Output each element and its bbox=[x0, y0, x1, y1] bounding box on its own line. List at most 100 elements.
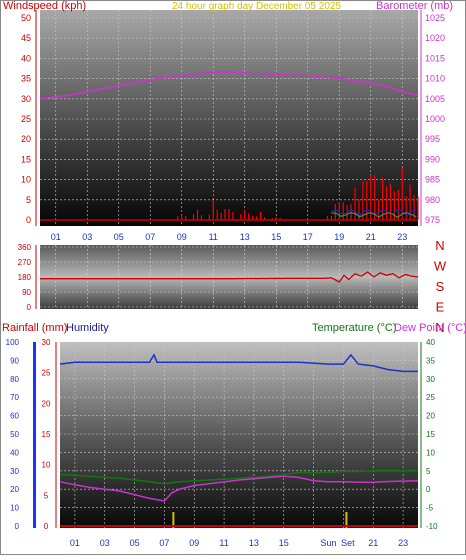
windspeed-tick-label: 30 bbox=[21, 94, 31, 104]
rainfall-tick-label: 15 bbox=[42, 430, 51, 439]
temperature-axis: -10 -5 0 5 10 15 20 25 30 35 40 bbox=[420, 338, 438, 531]
wind-marks bbox=[39, 71, 419, 221]
windspeed-tick-label: 5 bbox=[26, 195, 31, 205]
temperature-tick-label: -10 bbox=[426, 522, 438, 531]
wind-time-tick-label: 21 bbox=[366, 232, 376, 242]
barometer-line bbox=[39, 71, 419, 100]
compass-label: S bbox=[436, 279, 445, 294]
wind-time-tick-label: 15 bbox=[271, 232, 281, 242]
compass-label: E bbox=[436, 300, 445, 315]
barometer-tick-label: 985 bbox=[425, 175, 440, 185]
wind-grid bbox=[40, 10, 418, 226]
temperature-time-tick-label: 03 bbox=[100, 538, 110, 548]
dewpoint-axis-label: Dew Point (°C) bbox=[394, 322, 466, 334]
temperature-time-tick-label: 07 bbox=[159, 538, 169, 548]
rainfall-tick-label: 0 bbox=[44, 522, 49, 531]
temperature-plot-area bbox=[60, 342, 418, 528]
barometer-tick-label: 1010 bbox=[425, 74, 445, 84]
temperature-time-tick-label: 11 bbox=[219, 538, 228, 548]
temperature-time-tick-label: Set bbox=[341, 538, 355, 548]
direction-marks bbox=[40, 271, 419, 283]
temperature-marks bbox=[59, 353, 419, 528]
temperature-line bbox=[59, 470, 418, 485]
temperature-tick-label: 5 bbox=[426, 467, 431, 476]
humidity-tick-label: 40 bbox=[10, 448, 19, 457]
wind-time-tick-label: 07 bbox=[145, 232, 155, 242]
temperature-time-axis: 01 03 05 07 09 11 13 15 Sun Set 21 23 bbox=[70, 538, 408, 548]
windspeed-tick-label: 10 bbox=[21, 175, 31, 185]
wind-time-tick-label: 05 bbox=[114, 232, 124, 242]
humidity-tick-label: 0 bbox=[15, 522, 20, 531]
barometer-tick-label: 1005 bbox=[425, 94, 445, 104]
windspeed-tick-label: 35 bbox=[21, 74, 31, 84]
rainfall-tick-label: 25 bbox=[42, 369, 51, 378]
humidity-tick-label: 80 bbox=[10, 375, 19, 384]
temperature-time-tick-label: 05 bbox=[130, 538, 140, 548]
humidity-tick-label: 30 bbox=[10, 467, 19, 476]
wind-time-tick-label: 13 bbox=[240, 232, 250, 242]
windspeed-tick-label: 45 bbox=[21, 33, 31, 43]
compass-label: N bbox=[435, 238, 444, 253]
compass-label: W bbox=[434, 259, 447, 274]
windspeed-tick-label: 15 bbox=[21, 154, 31, 164]
wind-time-axis: 01 03 05 07 09 11 13 15 17 19 21 23 bbox=[51, 232, 408, 242]
humidity-axis-label: Humidity bbox=[66, 322, 109, 334]
windspeed-tick-label: 25 bbox=[21, 114, 31, 124]
barometer-tick-label: 990 bbox=[425, 154, 440, 164]
direction-tick-label: 180 bbox=[18, 273, 32, 282]
rainfall-axis: 0 5 10 15 20 25 30 bbox=[42, 338, 57, 531]
rainfall-axis-label: Rainfall (mm) bbox=[2, 322, 67, 334]
compass-label: N bbox=[435, 320, 444, 335]
temperature-time-tick-label: 01 bbox=[70, 538, 80, 548]
windspeed-tick-label: 0 bbox=[26, 215, 31, 225]
direction-grid bbox=[40, 245, 418, 309]
humidity-tick-label: 20 bbox=[10, 485, 19, 494]
windspeed-tick-label: 20 bbox=[21, 134, 31, 144]
barometer-tick-label: 980 bbox=[425, 195, 440, 205]
temperature-tick-label: 35 bbox=[426, 356, 435, 365]
temperature-time-tick-label: 13 bbox=[249, 538, 259, 548]
wind-time-tick-label: 01 bbox=[51, 232, 61, 242]
temperature-time-tick-label: 15 bbox=[279, 538, 289, 548]
barometer-tick-label: 1000 bbox=[425, 114, 445, 124]
barometer-tick-label: 975 bbox=[425, 215, 440, 225]
wind-time-tick-label: 23 bbox=[397, 232, 407, 242]
rainfall-tick-label: 30 bbox=[42, 338, 51, 347]
dewpoint-line bbox=[59, 475, 419, 502]
temperature-tick-label: 0 bbox=[426, 485, 431, 494]
wind-time-tick-label: 09 bbox=[177, 232, 187, 242]
wind-plot-area bbox=[40, 10, 418, 226]
temperature-time-tick-label: 09 bbox=[189, 538, 199, 548]
barometer-tick-label: 995 bbox=[425, 134, 440, 144]
humidity-tick-label: 100 bbox=[6, 338, 20, 347]
windspeed-tick-label: 50 bbox=[21, 13, 31, 23]
windspeed-axis-label: Windspeed (kph) bbox=[3, 0, 86, 12]
barometer-tick-label: 1015 bbox=[425, 53, 445, 63]
barometer-tick-label: 1025 bbox=[425, 13, 445, 23]
temperature-tick-label: 15 bbox=[426, 430, 435, 439]
barometer-axis-label: Barometer (mb) bbox=[376, 0, 453, 12]
wind-time-tick-label: 11 bbox=[209, 232, 218, 242]
temperature-tick-label: 40 bbox=[426, 338, 435, 347]
humidity-line bbox=[59, 353, 418, 373]
temperature-tick-label: -5 bbox=[426, 504, 434, 513]
direction-tick-label: 90 bbox=[22, 288, 31, 297]
direction-tick-label: 0 bbox=[27, 303, 32, 312]
rainfall-scale-bar bbox=[33, 342, 36, 528]
humidity-tick-label: 90 bbox=[10, 356, 19, 365]
chart-title: 24 hour graph day December 05 2025 bbox=[172, 1, 341, 12]
humidity-tick-label: 50 bbox=[10, 430, 19, 439]
windspeed-tick-label: 40 bbox=[21, 53, 31, 63]
wind-direction-line bbox=[40, 271, 419, 283]
wind-time-tick-label: 19 bbox=[334, 232, 344, 242]
temperature-tick-label: 30 bbox=[426, 375, 435, 384]
temperature-time-tick-label: 21 bbox=[368, 538, 378, 548]
barometer-axis: 975 980 985 990 995 1000 1005 1010 1015 1020 1025 bbox=[420, 10, 445, 226]
wind-time-tick-label: 03 bbox=[82, 232, 92, 242]
barometer-tick-label: 1020 bbox=[425, 33, 445, 43]
